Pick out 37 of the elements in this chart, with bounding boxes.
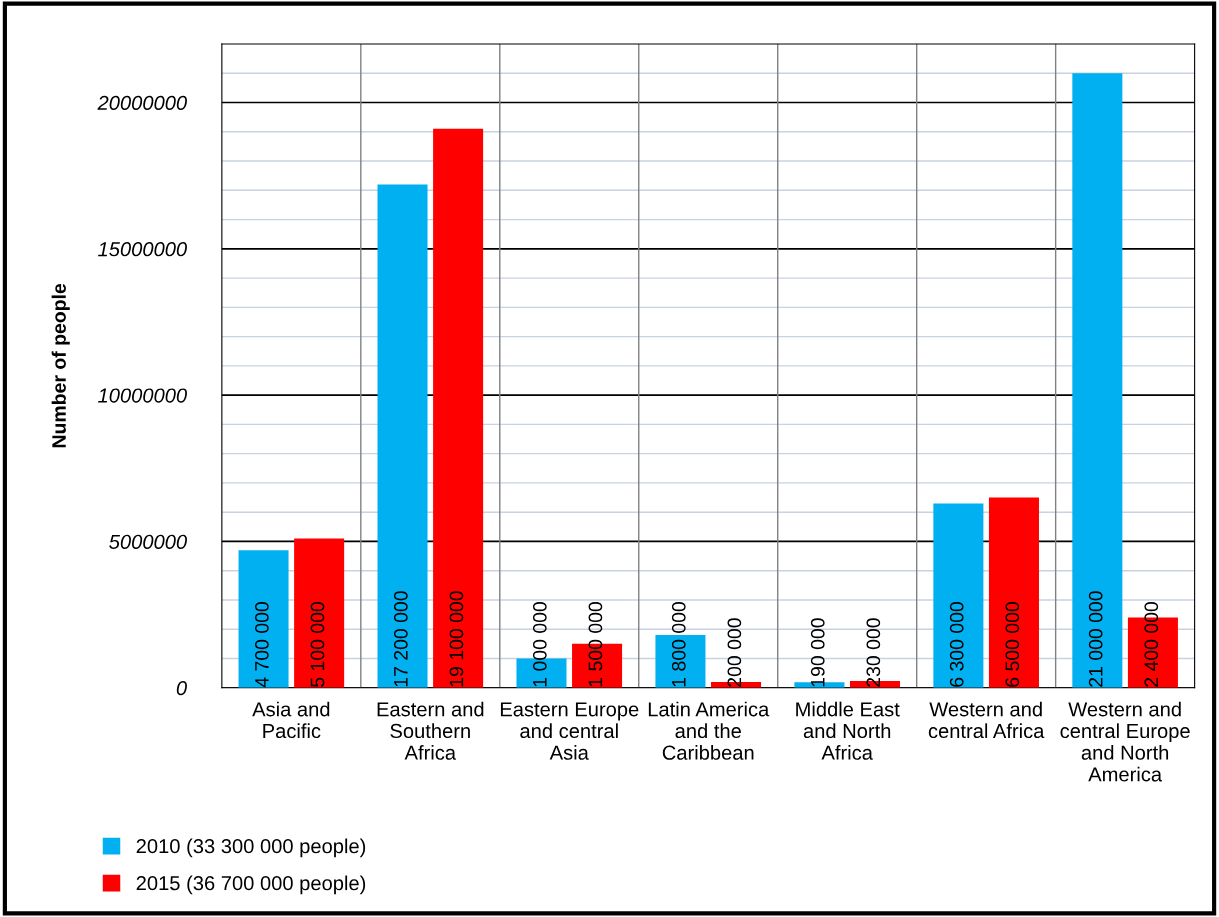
data-label: 21 000 000 [1088,591,1103,687]
data-label: 1 000 000 [532,602,547,687]
data-label: 6 500 000 [1005,602,1020,687]
x-tick-label: Eastern Europe and central Asia [500,702,639,760]
x-tick-label: Western and central Africa [928,701,1045,739]
x-tick-label: Eastern and Southern Africa [377,701,484,760]
bar [294,538,345,688]
data-label: 4 700 000 [255,602,269,688]
data-label: 230 000 [866,618,881,687]
x-tick-label: Latin America and the Caribbean [648,701,770,760]
bar [933,503,984,688]
data-label: 6 300 000 [949,602,964,687]
y-tick-label: 0 [176,680,187,696]
y-tick-label: 5000000 [109,534,187,549]
data-label: 2 400 000 [1144,602,1159,687]
data-label: 1 500 000 [588,602,603,687]
data-label: 19 100 000 [449,591,464,687]
bar [1072,73,1123,688]
data-label: 1 800 000 [671,602,686,687]
x-tick-label: Asia and Pacific [252,701,330,739]
data-label: 5 100 000 [310,602,325,687]
data-label: 190 000 [810,618,825,687]
bar [238,550,289,688]
bar [988,497,1039,688]
y-axis-title: Number of people [51,283,70,448]
y-tick-label: 20000000 [97,95,187,111]
bar [433,128,484,688]
x-tick-label: Middle East and North Africa [796,701,900,760]
bar [655,635,706,688]
y-tick-label: 15000000 [98,242,187,257]
bar [377,184,428,688]
y-tick-label: 10000000 [98,388,187,403]
data-label: 200 000 [727,618,742,687]
legend-label: 2010 (33 300 000 people) [136,838,366,858]
x-tick-label: Western and central Europe and North America [1060,701,1190,782]
legend-label: 2015 (36 700 000 people) [136,875,366,895]
data-label: 17 200 000 [393,591,408,687]
